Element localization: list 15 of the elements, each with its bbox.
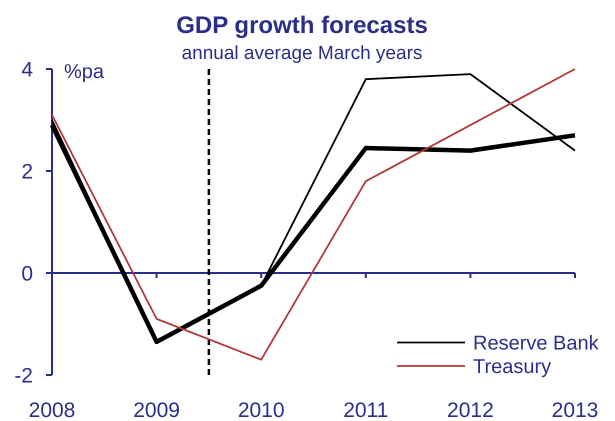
y-tick-label: 4 [21, 58, 34, 82]
y-tick-label: -2 [14, 364, 33, 388]
y-axis-title: %pa [64, 61, 105, 83]
chart-title: GDP growth forecasts [176, 12, 428, 39]
chart-subtitle: annual average March years [182, 43, 422, 64]
legend-label: Treasury [473, 356, 552, 378]
x-tick-label: 2009 [133, 399, 180, 421]
y-tick-label: 0 [21, 262, 33, 286]
x-tick-label: 2008 [28, 399, 76, 421]
x-tick-label: 2012 [447, 399, 494, 421]
x-tick-label: 2013 [552, 399, 598, 421]
y-tick-label: 2 [21, 160, 33, 184]
x-tick-label: 2010 [238, 399, 285, 421]
x-tick-label: 2011 [343, 399, 388, 421]
legend-label: Reserve Bank [473, 332, 600, 355]
